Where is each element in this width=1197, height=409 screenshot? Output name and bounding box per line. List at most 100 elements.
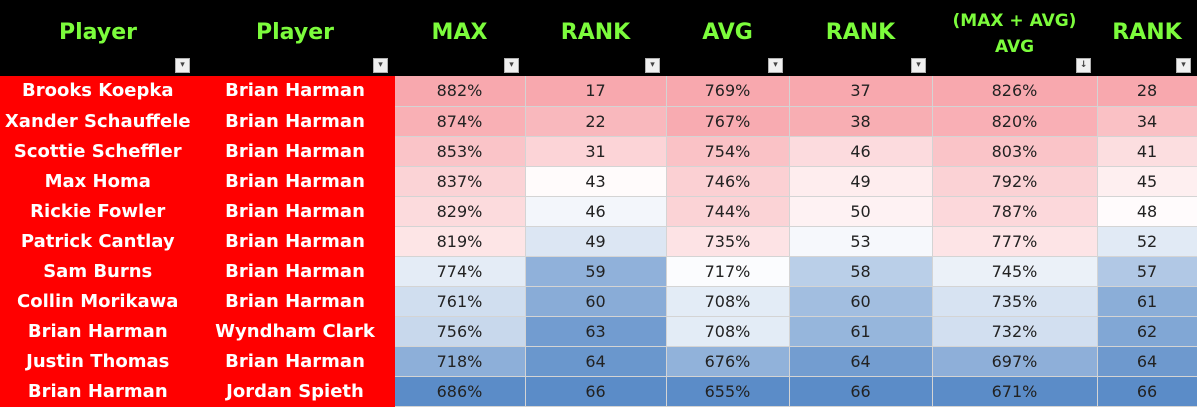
max-rank-cell[interactable]: 17	[525, 76, 667, 107]
filter-dropdown-icon[interactable]: ▾	[645, 58, 660, 73]
player-2-cell[interactable]: Brian Harman	[196, 76, 395, 107]
combined-avg-cell[interactable]: 732%	[932, 316, 1098, 347]
avg-cell[interactable]: 717%	[666, 256, 790, 287]
avg-rank-cell[interactable]: 37	[789, 76, 933, 107]
combined-avg-cell[interactable]: 826%	[932, 76, 1098, 107]
combined-rank-cell[interactable]: 66	[1097, 376, 1197, 407]
player-2-cell[interactable]: Jordan Spieth	[196, 376, 395, 407]
player-2-cell[interactable]: Wyndham Clark	[196, 316, 395, 347]
player-1-cell[interactable]: Brian Harman	[0, 376, 197, 407]
max-rank-cell[interactable]: 22	[525, 106, 667, 137]
max-cell[interactable]: 837%	[394, 166, 526, 197]
avg-cell[interactable]: 744%	[666, 196, 790, 227]
combined-avg-cell[interactable]: 671%	[932, 376, 1098, 407]
player-2-cell[interactable]: Brian Harman	[196, 106, 395, 137]
combined-rank-cell[interactable]: 52	[1097, 226, 1197, 257]
player-1-cell[interactable]: Max Homa	[0, 166, 197, 197]
combined-rank-cell[interactable]: 62	[1097, 316, 1197, 347]
filter-dropdown-icon[interactable]: ▾	[911, 58, 926, 73]
max-cell[interactable]: 874%	[394, 106, 526, 137]
filter-dropdown-icon[interactable]: ▾	[768, 58, 783, 73]
max-rank-cell[interactable]: 31	[525, 136, 667, 167]
max-cell[interactable]: 853%	[394, 136, 526, 167]
avg-rank-cell[interactable]: 53	[789, 226, 933, 257]
column-header-label: RANK	[825, 20, 896, 45]
combined-rank-cell[interactable]: 48	[1097, 196, 1197, 227]
combined-avg-cell[interactable]: 792%	[932, 166, 1098, 197]
avg-cell[interactable]: 767%	[666, 106, 790, 137]
player-1-cell[interactable]: Scottie Scheffler	[0, 136, 197, 167]
avg-rank-cell[interactable]: 60	[789, 286, 933, 317]
max-cell[interactable]: 761%	[394, 286, 526, 317]
combined-avg-cell[interactable]: 820%	[932, 106, 1098, 137]
max-rank-cell[interactable]: 66	[525, 376, 667, 407]
max-cell[interactable]: 829%	[394, 196, 526, 227]
combined-rank-cell[interactable]: 34	[1097, 106, 1197, 137]
table-row: Max Homa Brian Harman 837% 43 746% 49 792% 45	[0, 166, 1197, 197]
combined-avg-cell[interactable]: 777%	[932, 226, 1098, 257]
player-1-cell[interactable]: Brooks Koepka	[0, 76, 197, 107]
max-rank-cell[interactable]: 43	[525, 166, 667, 197]
player-2-cell[interactable]: Brian Harman	[196, 346, 395, 377]
avg-rank-cell[interactable]: 38	[789, 106, 933, 137]
table-row: Xander Schauffele Brian Harman 874% 22 767% 3…	[0, 106, 1197, 137]
player-1-cell[interactable]: Sam Burns	[0, 256, 197, 287]
avg-cell[interactable]: 708%	[666, 286, 790, 317]
max-rank-cell[interactable]: 63	[525, 316, 667, 347]
player-1-cell[interactable]: Rickie Fowler	[0, 196, 197, 227]
max-rank-cell[interactable]: 59	[525, 256, 667, 287]
avg-rank-cell[interactable]: 64	[789, 346, 933, 377]
avg-cell[interactable]: 735%	[666, 226, 790, 257]
combined-avg-cell[interactable]: 697%	[932, 346, 1098, 377]
avg-rank-cell[interactable]: 66	[789, 376, 933, 407]
avg-rank-cell[interactable]: 61	[789, 316, 933, 347]
max-rank-cell[interactable]: 46	[525, 196, 667, 227]
max-cell[interactable]: 882%	[394, 76, 526, 107]
combined-rank-cell[interactable]: 28	[1097, 76, 1197, 107]
player-2-cell[interactable]: Brian Harman	[196, 256, 395, 287]
avg-rank-cell[interactable]: 58	[789, 256, 933, 287]
max-cell[interactable]: 718%	[394, 346, 526, 377]
filter-dropdown-icon[interactable]: ▾	[504, 58, 519, 73]
filter-dropdown-icon[interactable]: ▾	[373, 58, 388, 73]
combined-rank-cell[interactable]: 57	[1097, 256, 1197, 287]
player-2-cell[interactable]: Brian Harman	[196, 136, 395, 167]
player-2-cell[interactable]: Brian Harman	[196, 196, 395, 227]
avg-cell[interactable]: 708%	[666, 316, 790, 347]
combined-rank-cell[interactable]: 61	[1097, 286, 1197, 317]
max-rank-cell[interactable]: 49	[525, 226, 667, 257]
avg-cell[interactable]: 655%	[666, 376, 790, 407]
combined-avg-cell[interactable]: 787%	[932, 196, 1098, 227]
max-cell[interactable]: 819%	[394, 226, 526, 257]
max-rank-cell[interactable]: 60	[525, 286, 667, 317]
combined-rank-cell[interactable]: 64	[1097, 346, 1197, 377]
player-2-cell[interactable]: Brian Harman	[196, 166, 395, 197]
player-1-cell[interactable]: Xander Schauffele	[0, 106, 197, 137]
filter-dropdown-icon[interactable]: ▾	[1176, 58, 1191, 73]
avg-rank-cell[interactable]: 46	[789, 136, 933, 167]
avg-rank-cell[interactable]: 49	[789, 166, 933, 197]
avg-cell[interactable]: 754%	[666, 136, 790, 167]
avg-cell[interactable]: 769%	[666, 76, 790, 107]
combined-avg-cell[interactable]: 745%	[932, 256, 1098, 287]
combined-rank-cell[interactable]: 45	[1097, 166, 1197, 197]
filter-dropdown-icon[interactable]: ▾	[175, 58, 190, 73]
max-cell[interactable]: 756%	[394, 316, 526, 347]
avg-cell[interactable]: 746%	[666, 166, 790, 197]
max-cell[interactable]: 686%	[394, 376, 526, 407]
combined-rank-cell[interactable]: 41	[1097, 136, 1197, 167]
player-2-cell[interactable]: Brian Harman	[196, 286, 395, 317]
avg-rank-cell[interactable]: 50	[789, 196, 933, 227]
combined-avg-cell[interactable]: 735%	[932, 286, 1098, 317]
player-1-cell[interactable]: Collin Morikawa	[0, 286, 197, 317]
avg-cell[interactable]: 676%	[666, 346, 790, 377]
player-1-cell[interactable]: Justin Thomas	[0, 346, 197, 377]
combined-avg-cell[interactable]: 803%	[932, 136, 1098, 167]
player-2-cell[interactable]: Brian Harman	[196, 226, 395, 257]
max-rank-cell[interactable]: 64	[525, 346, 667, 377]
max-cell[interactable]: 774%	[394, 256, 526, 287]
sort-descending-filter-icon[interactable]: ↓	[1076, 58, 1091, 73]
player-1-cell[interactable]: Brian Harman	[0, 316, 197, 347]
player-1-cell[interactable]: Patrick Cantlay	[0, 226, 197, 257]
